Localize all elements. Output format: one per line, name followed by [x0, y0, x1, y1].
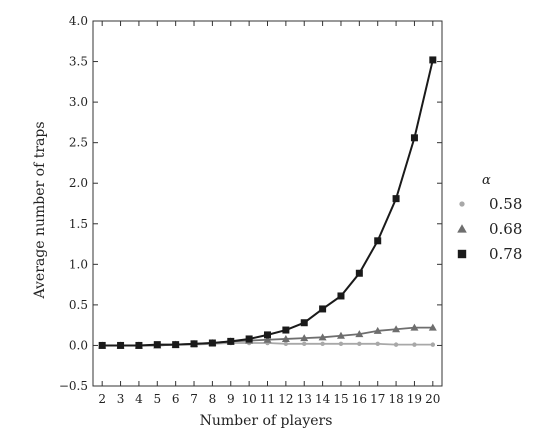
data-point — [300, 334, 309, 342]
x-tick-label: 2 — [98, 392, 106, 406]
data-point — [283, 341, 289, 347]
x-tick-label: 15 — [333, 392, 348, 406]
x-tick-label: 20 — [425, 392, 440, 406]
data-point — [172, 341, 180, 349]
data-point — [392, 325, 401, 333]
x-tick-label: 8 — [209, 392, 217, 406]
y-tick-label: 0.0 — [69, 338, 88, 352]
data-point — [336, 331, 345, 339]
data-point — [373, 326, 382, 334]
data-point — [428, 323, 437, 331]
data-point — [430, 342, 436, 347]
legend-label: 0.58 — [489, 195, 522, 213]
y-tick-label: 3.0 — [69, 95, 88, 109]
y-axis-label: Average number of traps — [32, 121, 48, 299]
data-point — [117, 341, 125, 349]
data-point — [190, 340, 198, 348]
tick-labels: −0.50.00.51.01.52.02.53.03.54.02 3 4 5 6 7 8 9 1… — [59, 14, 441, 406]
data-point — [338, 341, 344, 347]
data-point — [429, 56, 437, 64]
y-tick-label: 3.5 — [69, 55, 88, 69]
data-point — [245, 335, 253, 343]
legend-marker-square — [457, 249, 467, 259]
x-tick-label: 11 — [260, 392, 275, 406]
data-point — [392, 195, 400, 203]
x-tick-label: 4 — [135, 392, 143, 406]
axes — [92, 20, 443, 387]
data-point — [319, 305, 327, 313]
y-tick-label: 1.0 — [69, 257, 88, 271]
data-point — [357, 341, 362, 347]
y-tick-label: 2.0 — [69, 176, 88, 190]
data-point — [98, 341, 106, 349]
x-tick-label: 14 — [315, 392, 331, 406]
x-tick-label: 10 — [241, 392, 256, 406]
y-tick-label: 0.5 — [69, 298, 88, 312]
data-point — [374, 237, 382, 245]
data-point — [264, 331, 271, 339]
series-0-78 — [98, 56, 437, 349]
legend-marker-triangle — [457, 224, 467, 233]
x-tick-label: 16 — [352, 392, 367, 406]
x-tick-label: 17 — [370, 392, 385, 406]
x-tick-label: 13 — [297, 392, 312, 406]
data-point — [282, 326, 290, 334]
data-point — [337, 292, 345, 300]
legend-marker-circle — [459, 201, 465, 207]
data-point — [318, 333, 327, 341]
data-point — [227, 337, 235, 345]
x-axis-label: Number of players — [200, 413, 333, 429]
data-point — [263, 335, 272, 343]
data-point — [410, 323, 419, 331]
data-point — [320, 341, 325, 347]
plot-frame — [92, 20, 443, 387]
y-tick-label: 2.5 — [69, 136, 88, 150]
x-tick-label: 18 — [388, 392, 403, 406]
y-tick-label: −0.5 — [59, 379, 88, 393]
data-point — [281, 334, 290, 342]
x-tick-label: 7 — [190, 392, 198, 406]
data-point — [208, 339, 216, 347]
data-point — [355, 330, 364, 338]
x-tick-label: 5 — [153, 392, 161, 406]
series-line — [102, 59, 434, 347]
data-point — [302, 341, 307, 347]
data-point — [300, 319, 308, 327]
y-tick-label: 1.5 — [69, 217, 88, 231]
data-point — [375, 341, 380, 347]
legend-label: 0.68 — [489, 220, 522, 238]
x-tick-label: 3 — [117, 392, 125, 406]
data-point — [412, 342, 417, 347]
series — [98, 56, 437, 349]
data-point — [355, 269, 363, 277]
legend-title: α — [482, 173, 491, 188]
x-tick-label: 12 — [278, 392, 293, 406]
x-tick-label: 9 — [227, 392, 235, 406]
legend: α 0.58 0.68 0.78 — [457, 173, 522, 263]
data-point — [135, 341, 143, 349]
y-tick-label: 4.0 — [69, 14, 88, 28]
x-tick-label: 6 — [172, 392, 180, 406]
legend-label: 0.78 — [489, 245, 522, 263]
data-point — [393, 342, 399, 347]
x-tick-label: 19 — [407, 392, 422, 406]
data-point — [410, 134, 418, 142]
data-point — [153, 341, 161, 349]
